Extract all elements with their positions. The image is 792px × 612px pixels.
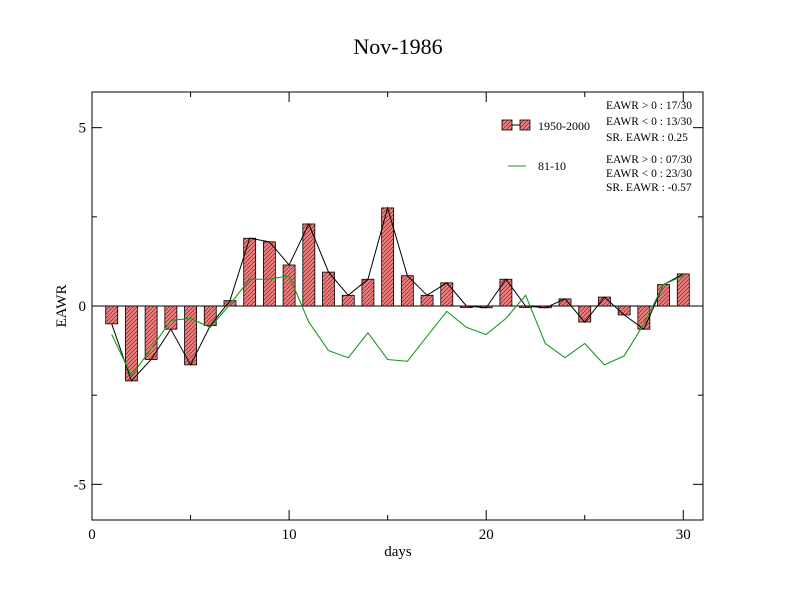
stats-1950-2000-sr: SR. EAWR : 0.25 (606, 132, 688, 144)
legend-bar-swatch-right (519, 119, 531, 131)
y-axis-label: EAWR (54, 285, 70, 328)
legend-label-1950-2000: 1950-2000 (538, 119, 590, 133)
bar-day-24 (558, 298, 572, 307)
legend-bar-swatch-left (501, 119, 513, 131)
x-tick-label-30: 30 (676, 527, 691, 543)
x-tick-label-0: 0 (88, 527, 96, 543)
bar-day-17 (420, 294, 434, 307)
bar-day-3 (144, 305, 158, 360)
bar-day-25 (578, 305, 592, 323)
x-tick-label-10: 10 (282, 527, 297, 543)
stats-81-10-negative: EAWR < 0 : 23/30 (606, 168, 692, 180)
bar-day-1 (105, 305, 119, 325)
legend-label-81-10: 81-10 (538, 159, 566, 173)
y-tick-label--5: -5 (74, 477, 87, 493)
bar-day-13 (341, 294, 355, 307)
x-axis-label: days (384, 544, 412, 560)
stats-1950-2000-negative: EAWR < 0 : 13/30 (606, 116, 692, 128)
bar-day-21 (499, 278, 513, 307)
x-tick-label-20: 20 (479, 527, 494, 543)
y-tick-label-5: 5 (79, 121, 87, 137)
bar-day-11 (302, 223, 316, 307)
bar-day-30 (676, 273, 690, 307)
bar-day-8 (243, 237, 257, 307)
chart-title: Nov-1986 (353, 34, 442, 59)
stats-1950-2000-positive: EAWR > 0 : 17/30 (606, 100, 692, 112)
series-81-10-line (111, 275, 684, 377)
bar-day-9 (262, 241, 276, 307)
series-1950-2000-line (111, 206, 684, 382)
legend: 1950-2000 81-10 EAWR > 0 : 17/30 EAWR < … (501, 100, 692, 194)
bar-series (105, 207, 690, 382)
stats-81-10-positive: EAWR > 0 : 07/30 (606, 154, 692, 166)
bar-day-18 (440, 282, 454, 307)
y-tick-label-0: 0 (79, 299, 87, 315)
axis-ticks: 0 10 20 30 -5 0 5 (74, 92, 703, 543)
stats-81-10-sr: SR. EAWR : -0.57 (606, 182, 692, 194)
